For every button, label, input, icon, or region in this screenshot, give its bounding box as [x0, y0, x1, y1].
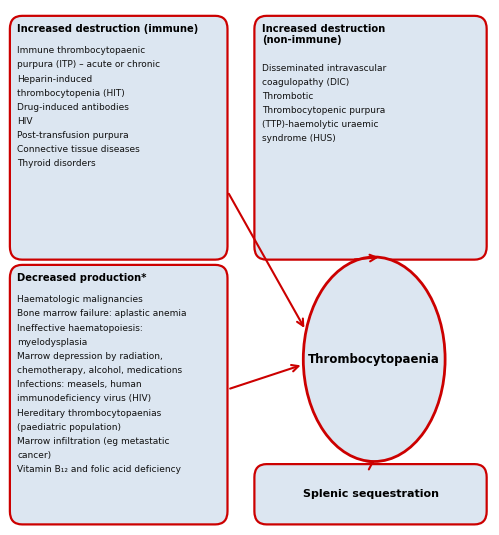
Text: Bone marrow failure: aplastic anemia: Bone marrow failure: aplastic anemia	[17, 309, 187, 318]
Text: Increased destruction
(non-immune): Increased destruction (non-immune)	[261, 24, 385, 45]
FancyBboxPatch shape	[10, 16, 228, 259]
Text: Infections: measels, human: Infections: measels, human	[17, 380, 142, 389]
Text: coagulopathy (DIC): coagulopathy (DIC)	[261, 78, 349, 87]
Text: Drug-induced antibodies: Drug-induced antibodies	[17, 103, 129, 112]
Ellipse shape	[303, 257, 445, 462]
Text: Disseminated intravascular: Disseminated intravascular	[261, 64, 386, 73]
FancyBboxPatch shape	[10, 265, 228, 524]
Text: (paediatric population): (paediatric population)	[17, 423, 121, 432]
Text: HIV: HIV	[17, 117, 33, 126]
Text: chemotherapy, alcohol, medications: chemotherapy, alcohol, medications	[17, 366, 182, 375]
FancyBboxPatch shape	[254, 464, 487, 524]
Text: Thrombocytopenic purpura: Thrombocytopenic purpura	[261, 106, 385, 115]
Text: Vitamin B₁₂ and folic acid deficiency: Vitamin B₁₂ and folic acid deficiency	[17, 465, 181, 474]
Text: myelodysplasia: myelodysplasia	[17, 338, 87, 347]
Text: immunodeficiency virus (HIV): immunodeficiency virus (HIV)	[17, 394, 151, 403]
Text: purpura (ITP) – acute or chronic: purpura (ITP) – acute or chronic	[17, 60, 160, 70]
Text: Thrombotic: Thrombotic	[261, 92, 313, 101]
Text: Haematologic malignancies: Haematologic malignancies	[17, 295, 143, 304]
Text: Hereditary thrombocytopaenias: Hereditary thrombocytopaenias	[17, 409, 162, 417]
Text: Marrow depression by radiation,: Marrow depression by radiation,	[17, 352, 163, 361]
Text: Marrow infiltration (eg metastatic: Marrow infiltration (eg metastatic	[17, 437, 170, 446]
Text: thrombocytopenia (HIT): thrombocytopenia (HIT)	[17, 89, 125, 98]
Text: cancer): cancer)	[17, 451, 51, 460]
Text: Connective tissue diseases: Connective tissue diseases	[17, 146, 140, 154]
Text: Heparin-induced: Heparin-induced	[17, 74, 92, 83]
Text: Increased destruction (immune): Increased destruction (immune)	[17, 24, 199, 34]
Text: Splenic sequestration: Splenic sequestration	[302, 490, 439, 499]
Text: (TTP)-haemolytic uraemic: (TTP)-haemolytic uraemic	[261, 120, 378, 129]
FancyBboxPatch shape	[254, 16, 487, 259]
Text: Post-transfusion purpura: Post-transfusion purpura	[17, 131, 129, 140]
Text: Decreased production*: Decreased production*	[17, 273, 147, 282]
Text: Ineffective haematopoiesis:: Ineffective haematopoiesis:	[17, 324, 143, 333]
Text: Thyroid disorders: Thyroid disorders	[17, 159, 96, 169]
Text: syndrome (HUS): syndrome (HUS)	[261, 134, 335, 143]
Text: Thrombocytopaenia: Thrombocytopaenia	[308, 353, 440, 366]
Text: Immune thrombocytopaenic: Immune thrombocytopaenic	[17, 46, 146, 55]
